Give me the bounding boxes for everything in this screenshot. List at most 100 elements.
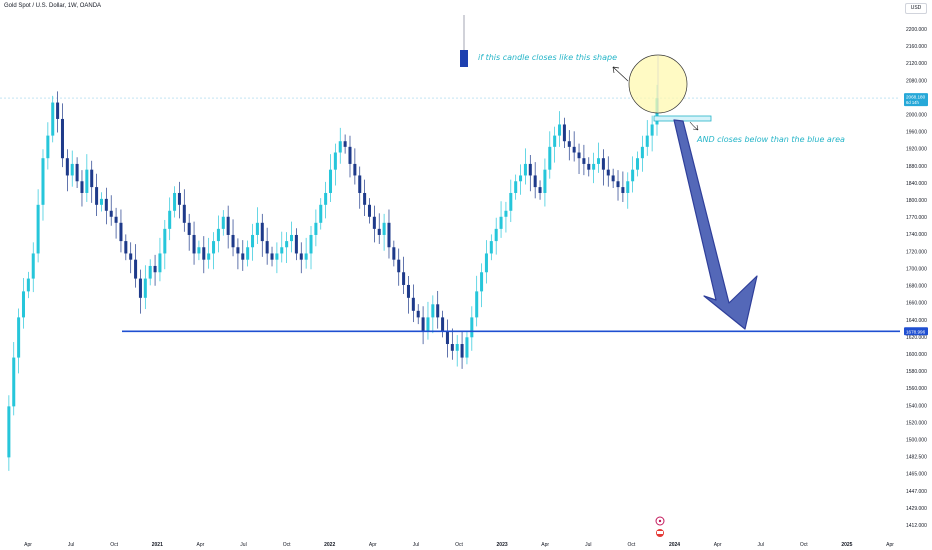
candle-body [270,253,274,260]
x-tick-label: 2023 [497,542,508,548]
y-tick-label: 1720.000 [906,249,927,255]
candle-body [504,210,508,217]
candle-body [436,304,440,318]
candle-body [95,187,99,205]
candle-body [173,192,177,211]
candle-body [445,330,449,345]
candle-body [567,141,571,147]
candle-body [494,228,498,242]
candle-body [41,158,45,205]
candle-body [80,181,84,193]
candle-body [70,163,74,176]
candle-body [212,241,216,254]
y-tick-label: 2160.000 [906,44,927,50]
annotations: if this candle closes like this shape AN… [478,53,845,144]
candle-body [290,234,294,242]
candle-body [51,102,55,136]
annotation-candle-shape: if this candle closes like this shape [478,53,617,62]
candle-body [99,198,103,205]
candle-body [75,163,79,182]
y-tick-label: 1920.000 [906,147,927,153]
candle-body [246,247,250,260]
x-tick-label: 2022 [324,542,335,548]
candle-body [601,158,605,170]
candle-body [377,228,381,235]
candle-body [460,344,464,358]
candle-body [12,357,16,407]
candle-body [528,163,532,176]
candle-body [470,317,474,338]
candle-body [7,406,11,458]
candle-body [484,253,488,273]
y-tick-label: 1500.000 [906,437,927,443]
candle-body [402,272,406,285]
candle-body [231,234,235,248]
currency-button[interactable]: USD [905,3,927,14]
candle-body [597,158,601,164]
x-tick-label: Jul [585,542,591,548]
candle-body [148,265,152,279]
y-tick-label: 1680.000 [906,284,927,290]
x-tick-label: Jul [757,542,763,548]
y-tick-label: 1600.000 [906,352,927,358]
candle-body [138,278,142,298]
y-tick-label: 1560.000 [906,386,927,392]
candle-body [382,222,386,235]
candle-body [592,163,596,170]
candle-body [475,291,479,318]
candle-body [187,222,191,235]
countdown-label: 6d 14h [906,100,919,105]
candle-body [124,241,128,254]
x-tick-label: Oct [283,542,291,548]
candle-body [543,169,547,193]
candle-body [109,210,113,217]
x-tick-label: Apr [197,542,205,548]
candle-body [455,344,459,351]
candle-body [226,216,230,235]
candle-body [465,337,469,358]
candle-body [616,181,620,188]
candle-body [104,198,108,211]
x-tick-label: Jul [68,542,74,548]
candle-body [572,146,576,153]
candle-body [367,204,371,217]
candle-body [353,163,357,176]
time-axis[interactable]: Apr Jul Oct 2021 Apr Jul Oct 2022 Apr Jul Oct 2023 A… [24,542,894,548]
candle-body [65,158,69,176]
y-tick-label: 1880.000 [906,164,927,170]
candle-body [621,187,625,193]
y-tick-label: 1660.000 [906,301,927,307]
candle-body [221,216,225,229]
candle-body [129,253,133,260]
candle-body [114,216,118,223]
candle-body [582,158,586,164]
x-tick-label: Apr [714,542,722,548]
y-tick-label: 1700.000 [906,266,927,272]
x-tick-label: Jul [413,542,419,548]
event-icons [655,516,665,537]
x-tick-label: Apr [369,542,377,548]
y-tick-label: 1960.000 [906,130,927,136]
candle-body [328,169,333,193]
candle-body [241,253,245,260]
candle-body [202,247,206,260]
down-arrow [673,119,758,330]
y-tick-label: 2080.000 [906,78,927,84]
y-tick-label: 1520.000 [906,420,927,426]
price-axis[interactable]: 2200.0002160.0002120.0002080.0002040.000… [906,27,927,529]
candle-body [177,192,181,205]
candle-body [553,135,557,147]
candle-body [421,317,425,331]
candle-body [489,241,493,254]
candle-body [480,272,484,292]
annotation-blue-area: AND closes below than the blue area [696,135,845,144]
candle-body [333,152,337,170]
x-tick-label: Oct [628,542,636,548]
candle-body [587,163,591,170]
y-tick-label: 1840.000 [906,181,927,187]
candle-body [626,181,630,193]
candle-body [645,135,649,147]
x-tick-label: 2025 [841,542,852,548]
y-tick-label: 1412.000 [906,523,927,529]
